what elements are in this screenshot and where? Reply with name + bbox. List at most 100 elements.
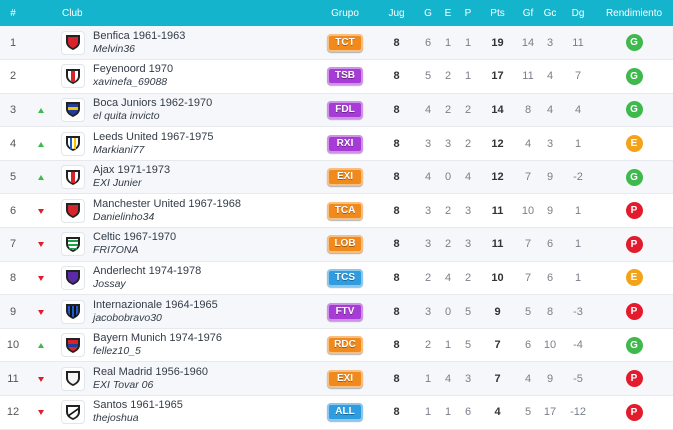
club-crest-icon[interactable] — [60, 64, 85, 89]
table-row[interactable]: 2 Feyenoord 1970 xavinefa_69088 TSB 8 5 2 1 17 11… — [0, 59, 673, 94]
club-cell[interactable]: Leeds United 1967-1975 Markiani77 — [89, 127, 315, 161]
group-badge[interactable]: RDC — [327, 336, 364, 355]
losses: 3 — [464, 372, 472, 385]
table-row[interactable]: 1 Benfica 1961-1963 Melvin36 TCT 8 6 1 1 19 14 3 11… — [0, 26, 673, 60]
club-name[interactable]: Real Madrid 1956-1960 — [93, 365, 208, 378]
club-name[interactable]: Bayern Munich 1974-1976 — [93, 332, 223, 345]
performance-badge: G — [625, 336, 643, 354]
table-row[interactable]: 10 Bayern Munich 1974-1976 fellez10_5 RDC 8 2… — [0, 328, 673, 362]
group-cell: FDL — [315, 93, 375, 127]
header-dg[interactable]: Dg — [571, 7, 585, 19]
header-club[interactable]: Club — [62, 7, 83, 19]
table-row[interactable]: 9 Internazionale 1964-1965 jacobobravo30 FT… — [0, 294, 673, 329]
table-row[interactable]: 6 Manchester United 1967-1968 Danielinho34… — [0, 193, 673, 228]
club-cell[interactable]: Benfica 1961-1963 Melvin36 — [89, 26, 315, 60]
club-user[interactable]: xavinefa_69088 — [93, 76, 168, 89]
club-name[interactable]: Celtic 1967-1970 — [93, 231, 177, 244]
points: 14 — [491, 103, 504, 116]
performance-badge: G — [625, 34, 643, 52]
club-crest-icon[interactable] — [60, 131, 85, 156]
club-user[interactable]: FRI7ONA — [93, 244, 139, 257]
club-user[interactable]: jacobobravo30 — [93, 311, 162, 324]
club-user[interactable]: Jossay — [93, 277, 126, 290]
performance-cell: G — [595, 26, 673, 60]
club-crest-icon[interactable] — [60, 400, 85, 425]
header-grupo[interactable]: Grupo — [331, 7, 359, 19]
club-user[interactable]: EXI Junier — [93, 177, 142, 190]
group-badge[interactable]: LOB — [327, 235, 364, 254]
club-crest-icon[interactable] — [60, 333, 85, 358]
table-row[interactable]: 12 Santos 1961-1965 thejoshua ALL 8 1 1 6 4 5 17 -1… — [0, 395, 673, 430]
group-badge[interactable]: EXI — [327, 369, 364, 388]
club-crest-icon[interactable] — [60, 30, 85, 55]
club-user[interactable]: Danielinho34 — [93, 210, 155, 223]
club-name[interactable]: Feyenoord 1970 — [93, 63, 174, 76]
group-badge[interactable]: EXI — [327, 168, 364, 187]
goals-for: 8 — [524, 103, 532, 116]
group-badge[interactable]: FTV — [327, 302, 364, 321]
club-name[interactable]: Leeds United 1967-1975 — [93, 130, 214, 143]
group-badge[interactable]: TCA — [327, 201, 364, 220]
club-cell[interactable]: Boca Juniors 1962-1970 el quita invicto — [89, 93, 315, 127]
club-cell[interactable]: Ajax 1971-1973 EXI Junier — [89, 160, 315, 194]
table-row[interactable]: 3 Boca Juniors 1962-1970 el quita invicto F… — [0, 93, 673, 127]
club-name[interactable]: Ajax 1971-1973 — [93, 164, 171, 177]
group-badge[interactable]: FDL — [327, 100, 364, 119]
group-badge[interactable]: TCT — [327, 33, 364, 52]
header-pos[interactable]: # — [10, 7, 16, 19]
header-rendimiento[interactable]: Rendimiento — [605, 7, 663, 19]
club-crest-icon[interactable] — [60, 97, 85, 122]
club-cell[interactable]: Feyenoord 1970 xavinefa_69088 — [89, 60, 315, 94]
header-gf[interactable]: Gf — [522, 7, 534, 19]
table-row[interactable]: 5 Ajax 1971-1973 EXI Junier EXI 8 4 0 4 12 7 9 -2 G — [0, 160, 673, 194]
club-crest-icon[interactable] — [60, 165, 85, 190]
club-user[interactable]: Markiani77 — [93, 143, 145, 156]
performance-cell: E — [595, 261, 673, 295]
club-user[interactable]: fellez10_5 — [93, 345, 141, 358]
group-cell: TCA — [315, 194, 375, 228]
header-pts[interactable]: Pts — [490, 7, 505, 19]
header-g[interactable]: G — [424, 7, 432, 19]
table-row[interactable]: 8 Anderlecht 1974-1978 Jossay TCS 8 2 4 2 10 7 6 1 E — [0, 261, 673, 295]
club-name[interactable]: Internazionale 1964-1965 — [93, 298, 218, 311]
performance-cell: P — [595, 194, 673, 228]
club-cell[interactable]: Real Madrid 1956-1960 EXI Tovar 06 — [89, 362, 315, 396]
club-crest-icon[interactable] — [60, 198, 85, 223]
club-crest-icon[interactable] — [60, 232, 85, 257]
club-name[interactable]: Benfica 1961-1963 — [93, 29, 186, 42]
group-badge[interactable]: TCS — [327, 268, 364, 287]
club-crest-icon[interactable] — [60, 299, 85, 324]
performance-badge: P — [625, 370, 643, 388]
club-crest-icon[interactable] — [60, 366, 85, 391]
club-name[interactable]: Boca Juniors 1962-1970 — [93, 96, 213, 109]
header-p[interactable]: P — [464, 7, 472, 19]
club-name[interactable]: Santos 1961-1965 — [93, 399, 183, 412]
goals-for: 10 — [521, 204, 535, 217]
club-user[interactable]: EXI Tovar 06 — [93, 378, 154, 391]
club-cell[interactable]: Celtic 1967-1970 FRI7ONA — [89, 228, 315, 262]
club-user[interactable]: el quita invicto — [93, 109, 160, 122]
club-cell[interactable]: Santos 1961-1965 thejoshua — [89, 396, 315, 430]
goals-against: 4 — [546, 103, 554, 116]
group-badge[interactable]: RXI — [327, 134, 364, 153]
club-cell[interactable]: Internazionale 1964-1965 jacobobravo30 — [89, 295, 315, 329]
club-user[interactable]: Melvin36 — [93, 42, 136, 55]
club-name[interactable]: Anderlecht 1974-1978 — [93, 264, 202, 277]
group-badge[interactable]: ALL — [327, 403, 364, 422]
wins: 1 — [424, 372, 432, 385]
performance-cell: P — [595, 362, 673, 396]
club-name[interactable]: Manchester United 1967-1968 — [93, 197, 241, 210]
header-e[interactable]: E — [444, 7, 452, 19]
header-jug[interactable]: Jug — [388, 7, 405, 19]
club-cell[interactable]: Manchester United 1967-1968 Danielinho34 — [89, 194, 315, 228]
club-cell[interactable]: Anderlecht 1974-1978 Jossay — [89, 261, 315, 295]
table-row[interactable]: 7 Celtic 1967-1970 FRI7ONA LOB 8 3 2 3 11 7 6 1 P — [0, 227, 673, 262]
performance-cell: P — [595, 396, 673, 430]
header-gc[interactable]: Gc — [543, 7, 557, 19]
club-cell[interactable]: Bayern Munich 1974-1976 fellez10_5 — [89, 328, 315, 362]
table-row[interactable]: 11 Real Madrid 1956-1960 EXI Tovar 06 EXI 8 1… — [0, 361, 673, 396]
table-row[interactable]: 4 Leeds United 1967-1975 Markiani77 RXI 8 3 3 2… — [0, 126, 673, 161]
club-user[interactable]: thejoshua — [93, 412, 139, 425]
club-crest-icon[interactable] — [60, 265, 85, 290]
group-badge[interactable]: TSB — [327, 67, 364, 86]
